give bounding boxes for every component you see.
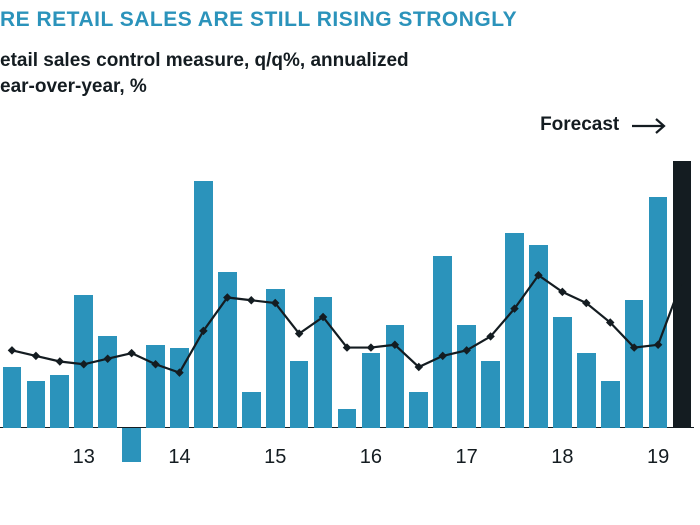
x-tick-label: 15 — [264, 446, 286, 469]
bar — [409, 392, 428, 428]
arrow-icon — [630, 116, 678, 140]
bar — [457, 325, 476, 428]
forecast-annotation: Forecast — [540, 114, 619, 136]
bar — [386, 325, 405, 428]
x-axis-ticks: 13 14 15 16 17 18 19 — [0, 446, 694, 486]
forecast-annotation-text: Forecast — [540, 114, 619, 135]
legend-line-2: ear-over-year, % — [0, 74, 409, 100]
bar — [218, 272, 237, 428]
legend-line-1: etail sales control measure, q/q%, annua… — [0, 48, 409, 74]
bar — [625, 300, 644, 428]
bar — [146, 345, 165, 428]
bar — [50, 375, 69, 428]
bar — [27, 381, 46, 428]
bar — [338, 409, 357, 428]
bar — [577, 353, 596, 428]
bar — [505, 233, 524, 428]
bar — [74, 295, 93, 429]
legend-block: etail sales control measure, q/q%, annua… — [0, 48, 409, 99]
x-tick-label: 19 — [647, 446, 669, 469]
bar — [601, 381, 620, 428]
x-tick-label: 14 — [168, 446, 190, 469]
plot-area — [0, 150, 694, 470]
bar — [170, 348, 189, 429]
bar — [362, 353, 381, 428]
bar — [649, 197, 668, 428]
x-tick-label: 17 — [456, 446, 478, 469]
bar — [242, 392, 261, 428]
bar-forecast — [673, 161, 692, 428]
x-tick-label: 18 — [551, 446, 573, 469]
bar — [553, 317, 572, 428]
bar — [481, 361, 500, 428]
bar — [433, 256, 452, 429]
bar — [290, 361, 309, 428]
x-tick-label: 16 — [360, 446, 382, 469]
bar — [3, 367, 22, 428]
bar — [266, 289, 285, 428]
x-tick-label: 13 — [73, 446, 95, 469]
bar — [314, 297, 333, 428]
bar — [98, 336, 117, 428]
bar — [529, 245, 548, 429]
bar — [194, 181, 213, 429]
chart-title: RE RETAIL SALES ARE STILL RISING STRONGL… — [0, 8, 517, 32]
